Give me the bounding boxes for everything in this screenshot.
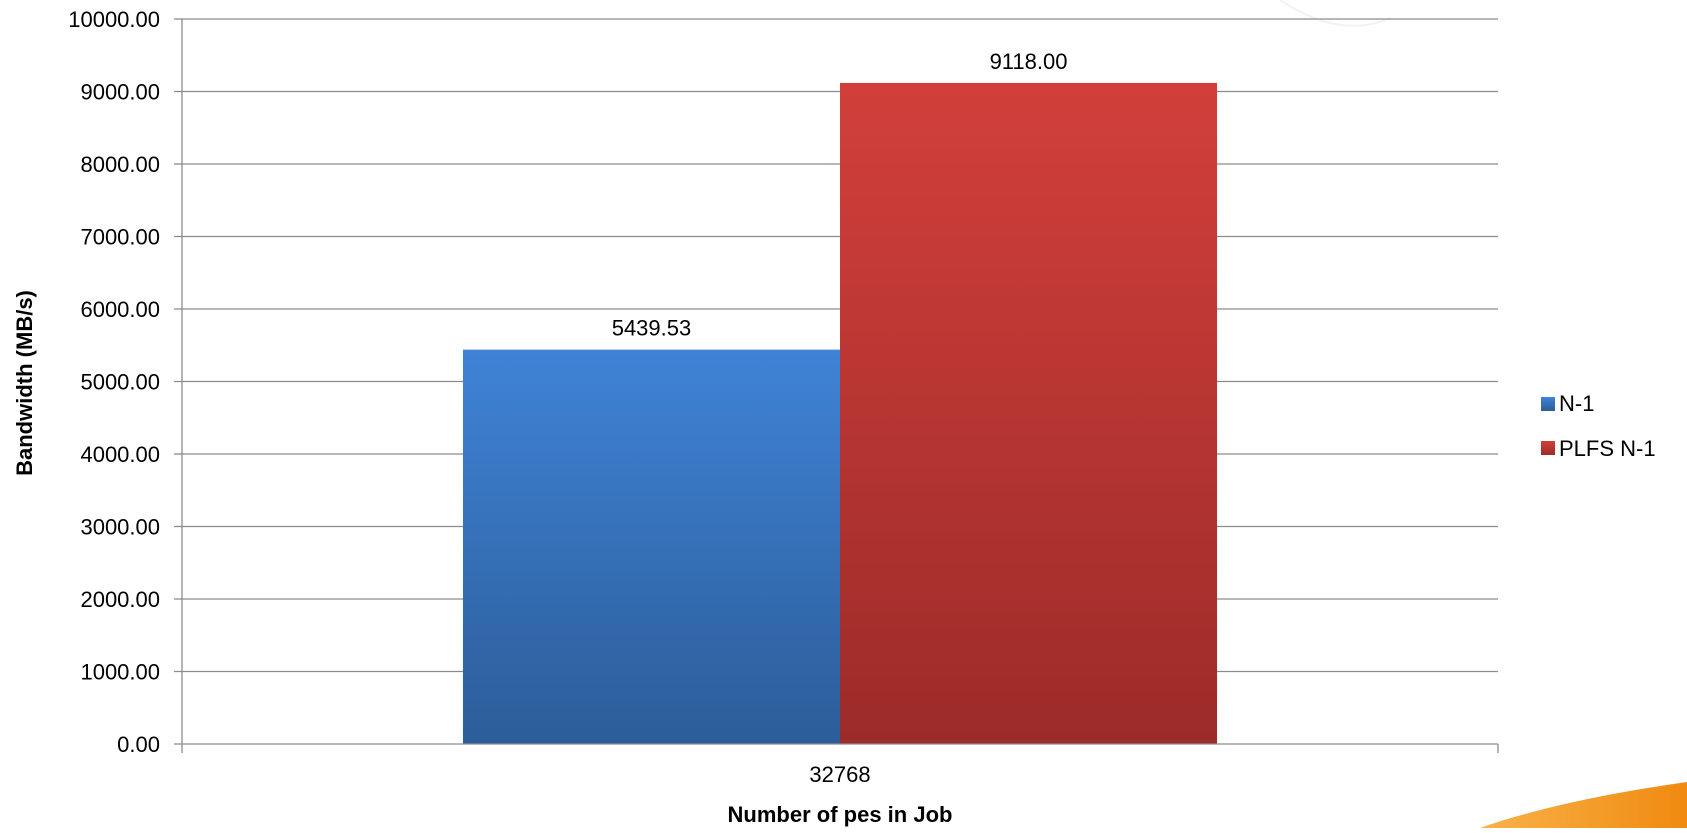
x-axis-title: Number of pes in Job [728, 802, 953, 827]
background-faint-swoosh [1279, 0, 1391, 27]
y-tick-label: 5000.00 [80, 370, 160, 395]
legend-label-n-1: N-1 [1559, 391, 1594, 416]
y-tick-label: 7000.00 [80, 225, 160, 250]
y-axis-tick-labels: 0.00 1000.00 2000.00 3000.00 4000.00 5000.00 6… [68, 7, 160, 757]
bar-plfs-n-1 [840, 82, 1218, 744]
y-tick-label: 6000.00 [80, 297, 160, 322]
background-accent-shape [1480, 782, 1687, 828]
legend-swatch-n-1 [1541, 397, 1555, 411]
y-tick-label: 1000.00 [80, 660, 160, 685]
bars [462, 82, 1218, 744]
data-label-n-1: 5439.53 [612, 316, 692, 341]
legend: N-1 PLFS N-1 [1541, 391, 1656, 461]
data-label-plfs-n-1: 9118.00 [990, 49, 1068, 74]
y-tick-label: 8000.00 [80, 152, 160, 177]
y-tick-label: 2000.00 [80, 587, 160, 612]
y-axis-title: Bandwidth (MB/s) [12, 290, 37, 476]
x-tick-label: 32768 [809, 762, 870, 787]
legend-swatch-plfs-n-1 [1541, 441, 1555, 455]
y-tick-label: 9000.00 [80, 80, 160, 105]
y-tick-label: 4000.00 [80, 442, 160, 467]
x-axis-tick-labels: 32768 [809, 762, 870, 787]
data-labels: 5439.53 9118.00 [612, 49, 1068, 341]
y-tick-label: 3000.00 [80, 515, 160, 540]
axes [174, 18, 1499, 753]
y-tick-label: 0.00 [117, 732, 160, 757]
legend-label-plfs-n-1: PLFS N-1 [1559, 436, 1656, 461]
bar-n-1 [462, 349, 840, 744]
y-tick-label: 10000.00 [68, 7, 160, 32]
